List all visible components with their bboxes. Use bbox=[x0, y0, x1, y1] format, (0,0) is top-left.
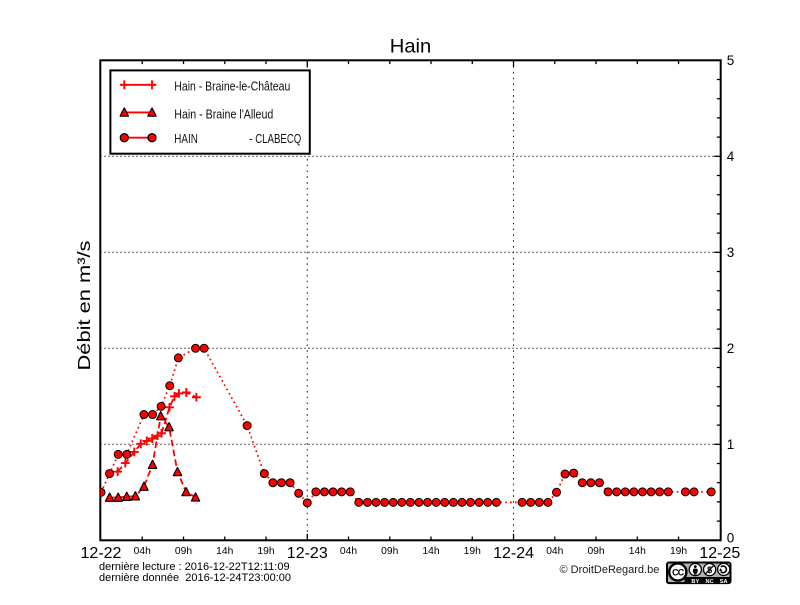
svg-text:3: 3 bbox=[727, 245, 735, 260]
svg-text:09h: 09h bbox=[587, 546, 604, 557]
svg-text:12-25: 12-25 bbox=[699, 545, 740, 562]
svg-text:BY: BY bbox=[691, 579, 699, 585]
svg-text:04h: 04h bbox=[340, 546, 357, 557]
svg-text:1: 1 bbox=[727, 437, 735, 452]
svg-text:5: 5 bbox=[727, 53, 735, 68]
svg-text:14h: 14h bbox=[216, 546, 233, 557]
svg-text:dernière lecture : 2016-12-22T: dernière lecture : 2016-12-22T12:11:09 bbox=[99, 561, 290, 573]
svg-text:Hain - Braine l'Alleud: Hain - Braine l'Alleud bbox=[174, 106, 273, 121]
svg-text:0: 0 bbox=[727, 531, 735, 546]
svg-text:Hain: Hain bbox=[390, 36, 432, 58]
svg-text:04h: 04h bbox=[134, 546, 151, 557]
svg-text:04h: 04h bbox=[546, 546, 563, 557]
svg-text:4: 4 bbox=[727, 149, 735, 164]
svg-text:14h: 14h bbox=[629, 546, 646, 557]
svg-text:09h: 09h bbox=[381, 546, 398, 557]
svg-text:Débit en m³/s: Débit en m³/s bbox=[74, 240, 94, 370]
svg-text:19h: 19h bbox=[670, 546, 687, 557]
svg-text:CC: CC bbox=[672, 568, 685, 578]
svg-text:dernière donnée 2016-12-24T23: dernière donnée 2016-12-24T23:00:00 bbox=[99, 572, 291, 584]
svg-text:HAIN: HAIN bbox=[174, 131, 198, 146]
svg-text:SA: SA bbox=[720, 579, 728, 585]
svg-text:© DroitDeRegard.be: © DroitDeRegard.be bbox=[560, 564, 660, 576]
svg-text:12-22: 12-22 bbox=[81, 545, 122, 562]
svg-text:2: 2 bbox=[727, 341, 735, 356]
svg-text:Hain - Braine-le-Château: Hain - Braine-le-Château bbox=[174, 79, 290, 94]
svg-text:19h: 19h bbox=[464, 546, 481, 557]
svg-text:- CLABECQ: - CLABECQ bbox=[249, 131, 301, 146]
svg-text:NC: NC bbox=[706, 579, 714, 585]
svg-text:19h: 19h bbox=[257, 546, 274, 557]
svg-text:12-23: 12-23 bbox=[287, 545, 328, 562]
svg-text:09h: 09h bbox=[175, 546, 192, 557]
svg-text:14h: 14h bbox=[422, 546, 439, 557]
svg-text:12-24: 12-24 bbox=[493, 545, 534, 562]
